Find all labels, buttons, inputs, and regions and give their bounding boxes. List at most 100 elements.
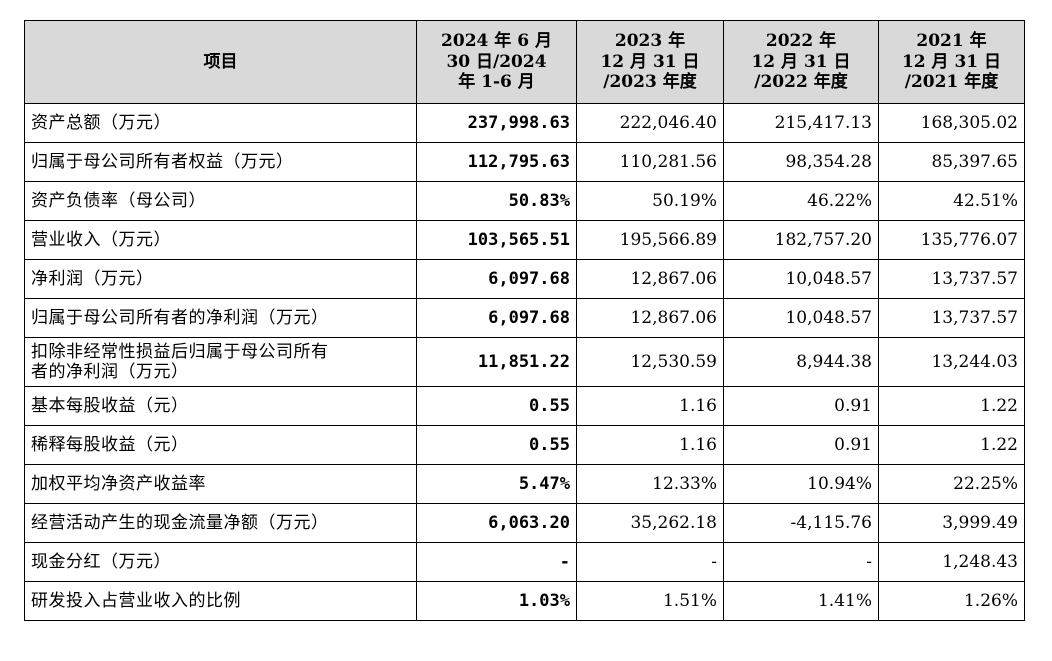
row-label-line: 归属于母公司所有者权益（万元）: [31, 151, 294, 172]
table-row: 研发投入占营业收入的比例 1.03% 1.51% 1.41% 1.26%: [24, 581, 1025, 621]
table-row: 归属于母公司所有者权益（万元） 112,795.63 110,281.56 98…: [24, 142, 1025, 182]
cell-2021: 1.22: [878, 386, 1025, 426]
header-line: /2021 年度: [904, 72, 999, 93]
cell-2024h1: 237,998.63: [416, 103, 577, 143]
row-label-line: 研发投入占营业收入的比例: [31, 590, 241, 611]
row-label: 归属于母公司所有者权益（万元）: [24, 142, 417, 182]
table-row: 扣除非经常性损益后归属于母公司所有 者的净利润（万元） 11,851.22 12…: [24, 337, 1025, 387]
cell-2021: 168,305.02: [878, 103, 1025, 143]
cell-2023: -: [576, 542, 724, 582]
cell-2022: 0.91: [723, 386, 879, 426]
header-line: 2024 年 6 月: [441, 31, 552, 52]
row-label-line: 营业收入（万元）: [31, 229, 171, 250]
cell-2021: 13,737.57: [878, 259, 1025, 299]
table-row: 经营活动产生的现金流量净额（万元） 6,063.20 35,262.18 -4,…: [24, 503, 1025, 543]
cell-2023: 12,530.59: [576, 337, 724, 387]
cell-2024h1: 6,097.68: [416, 298, 577, 338]
cell-2023: 35,262.18: [576, 503, 724, 543]
cell-2021: 135,776.07: [878, 220, 1025, 260]
cell-2024h1: 0.55: [416, 386, 577, 426]
header-line: 12 月 31 日: [901, 51, 1002, 72]
header-2024h1: 2024 年 6 月 30 日/2024 年 1-6 月: [416, 20, 577, 104]
cell-2021: 1.26%: [878, 581, 1025, 621]
row-label-line: 资产总额（万元）: [31, 112, 171, 133]
cell-2022: 1.41%: [723, 581, 879, 621]
cell-2023: 195,566.89: [576, 220, 724, 260]
cell-2022: 10.94%: [723, 464, 879, 504]
cell-2023: 12,867.06: [576, 298, 724, 338]
header-line: /2022 年度: [754, 72, 848, 93]
cell-2021: 1.22: [878, 425, 1025, 465]
table-row: 稀释每股收益（元） 0.55 1.16 0.91 1.22: [24, 425, 1025, 465]
header-line: 12 月 31 日: [751, 51, 851, 72]
header-line: 12 月 31 日: [600, 51, 700, 72]
table-row: 净利润（万元） 6,097.68 12,867.06 10,048.57 13,…: [24, 259, 1025, 299]
cell-2024h1: -: [416, 542, 577, 582]
cell-2023: 12,867.06: [576, 259, 724, 299]
cell-2022: 10,048.57: [723, 298, 879, 338]
row-label: 归属于母公司所有者的净利润（万元）: [24, 298, 417, 338]
header-2021: 2021 年 12 月 31 日 /2021 年度: [878, 20, 1025, 104]
row-label: 基本每股收益（元）: [24, 386, 417, 426]
table-row: 加权平均净资产收益率 5.47% 12.33% 10.94% 22.25%: [24, 464, 1025, 504]
cell-2021: 42.51%: [878, 181, 1025, 221]
cell-2023: 1.51%: [576, 581, 724, 621]
row-label-line: 基本每股收益（元）: [31, 395, 189, 416]
cell-2024h1: 103,565.51: [416, 220, 577, 260]
cell-2024h1: 6,097.68: [416, 259, 577, 299]
cell-2024h1: 112,795.63: [416, 142, 577, 182]
header-line: 2021 年: [916, 31, 987, 52]
cell-2021: 1,248.43: [878, 542, 1025, 582]
cell-2023: 1.16: [576, 386, 724, 426]
row-label-line: 者的净利润（万元）: [31, 362, 189, 382]
table-row: 资产总额（万元） 237,998.63 222,046.40 215,417.1…: [24, 103, 1025, 143]
cell-2024h1: 50.83%: [416, 181, 577, 221]
row-label-line: 加权平均净资产收益率: [31, 473, 206, 494]
header-item: 项目: [24, 20, 417, 104]
row-label: 加权平均净资产收益率: [24, 464, 417, 504]
cell-2024h1: 11,851.22: [416, 337, 577, 387]
table-row: 基本每股收益（元） 0.55 1.16 0.91 1.22: [24, 386, 1025, 426]
row-label-line: 现金分红（万元）: [31, 551, 171, 572]
row-label-line: 稀释每股收益（元）: [31, 434, 189, 455]
cell-2024h1: 6,063.20: [416, 503, 577, 543]
row-label: 营业收入（万元）: [24, 220, 417, 260]
row-label: 资产总额（万元）: [24, 103, 417, 143]
cell-2022: -: [723, 542, 879, 582]
cell-2021: 13,244.03: [878, 337, 1025, 387]
cell-2023: 222,046.40: [576, 103, 724, 143]
cell-2022: 182,757.20: [723, 220, 879, 260]
header-2023: 2023 年 12 月 31 日 /2023 年度: [576, 20, 724, 104]
row-label: 研发投入占营业收入的比例: [24, 581, 417, 621]
cell-2022: 98,354.28: [723, 142, 879, 182]
cell-2022: 215,417.13: [723, 103, 879, 143]
row-label-line: 净利润（万元）: [31, 268, 154, 289]
row-label: 资产负债率（母公司）: [24, 181, 417, 221]
cell-2021: 13,737.57: [878, 298, 1025, 338]
cell-2024h1: 0.55: [416, 425, 577, 465]
financial-summary-table: 项目 2024 年 6 月 30 日/2024 年 1-6 月 2023 年 1…: [24, 20, 1025, 621]
cell-2021: 85,397.65: [878, 142, 1025, 182]
row-label: 净利润（万元）: [24, 259, 417, 299]
row-label: 稀释每股收益（元）: [24, 425, 417, 465]
cell-2023: 1.16: [576, 425, 724, 465]
cell-2021: 3,999.49: [878, 503, 1025, 543]
header-line: /2023 年度: [603, 72, 697, 93]
row-label: 扣除非经常性损益后归属于母公司所有 者的净利润（万元）: [24, 337, 417, 387]
row-label-line: 扣除非经常性损益后归属于母公司所有: [31, 341, 329, 362]
table-header-row: 项目 2024 年 6 月 30 日/2024 年 1-6 月 2023 年 1…: [24, 20, 1025, 104]
header-line: 2022 年: [765, 31, 837, 52]
table-row: 资产负债率（母公司） 50.83% 50.19% 46.22% 42.51%: [24, 181, 1025, 221]
cell-2024h1: 1.03%: [416, 581, 577, 621]
header-line: 年 1-6 月: [458, 72, 535, 93]
cell-2022: 8,944.38: [723, 337, 879, 387]
header-line: 2023 年: [614, 31, 686, 52]
row-label-line: 归属于母公司所有者的净利润（万元）: [31, 307, 329, 328]
table-row: 营业收入（万元） 103,565.51 195,566.89 182,757.2…: [24, 220, 1025, 260]
cell-2022: 46.22%: [723, 181, 879, 221]
cell-2023: 110,281.56: [576, 142, 724, 182]
header-2022: 2022 年 12 月 31 日 /2022 年度: [723, 20, 879, 104]
cell-2022: 0.91: [723, 425, 879, 465]
header-line: 30 日/2024: [446, 51, 547, 72]
cell-2022: 10,048.57: [723, 259, 879, 299]
